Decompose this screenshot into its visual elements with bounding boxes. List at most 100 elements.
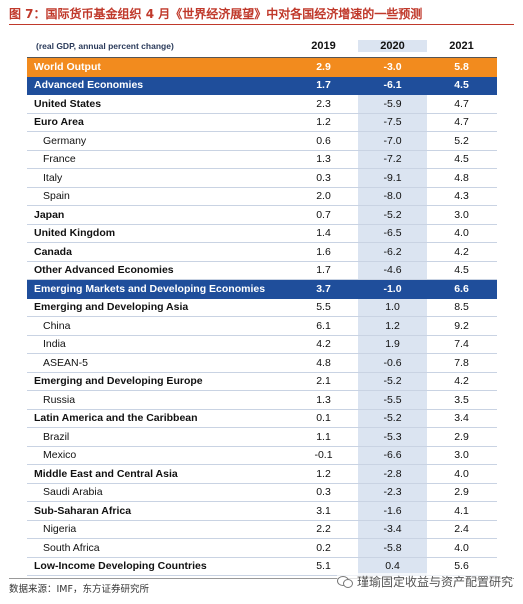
cell-2021: 7.8: [454, 356, 469, 369]
cell-2019: 2.1: [316, 375, 331, 388]
watermark-text: 瑾瑜固定收益与资产配置研究: [356, 575, 513, 589]
cell-2020: -5.5: [358, 391, 427, 409]
cell-2019: 1.3: [316, 393, 331, 406]
row-label: Emerging and Developing Asia: [34, 301, 189, 314]
row-label: Germany: [43, 134, 87, 147]
table-row: France 1.3 -7.2 4.5: [27, 150, 497, 169]
cell-2020: 0.4: [358, 557, 427, 575]
row-label: Nigeria: [43, 523, 77, 536]
row-label: Saudi Arabia: [43, 486, 103, 499]
row-label: Emerging and Developing Europe: [34, 375, 203, 388]
cell-2021: 4.3: [454, 190, 469, 203]
table-row: United States 2.3 -5.9 4.7: [27, 95, 497, 114]
cell-2019: 4.2: [316, 338, 331, 351]
cell-2020: 1.2: [358, 317, 427, 335]
table-row: World Output 2.9 -3.0 5.8: [27, 58, 497, 77]
cell-2019: -0.1: [314, 449, 333, 462]
cell-2019: 0.3: [316, 171, 331, 184]
cell-2019: 1.2: [316, 116, 331, 129]
row-label: ASEAN-5: [43, 356, 88, 369]
table-header: (real GDP, annual percent change) 2019 2…: [27, 35, 497, 58]
table-row: South Africa 0.2 -5.8 4.0: [27, 539, 497, 558]
cell-2021: 5.8: [454, 60, 469, 73]
table-row: Canada 1.6 -6.2 4.2: [27, 243, 497, 262]
cell-2019: 0.2: [316, 541, 331, 554]
cell-2020: -6.5: [358, 224, 427, 242]
table-row: Advanced Economies 1.7 -6.1 4.5: [27, 76, 497, 95]
cell-2019: 4.8: [316, 356, 331, 369]
cell-2021: 5.6: [454, 560, 469, 573]
cell-2021: 4.7: [454, 97, 469, 110]
wechat-icon: [336, 575, 353, 588]
header-year-2021: 2021: [449, 40, 474, 52]
cell-2020: -3.4: [358, 520, 427, 538]
cell-2021: 4.2: [454, 375, 469, 388]
cell-2019: 1.7: [316, 79, 331, 92]
row-label: China: [43, 319, 71, 332]
cell-2020: -5.8: [358, 539, 427, 557]
cell-2019: 1.6: [316, 245, 331, 258]
cell-2020: -5.2: [358, 372, 427, 390]
cell-2019: 2.3: [316, 97, 331, 110]
row-label: Brazil: [43, 430, 70, 443]
cell-2020: -8.0: [358, 187, 427, 205]
cell-2020: -3.0: [358, 58, 427, 76]
cell-2019: 2.9: [316, 60, 331, 73]
cell-2020: -1.0: [358, 280, 427, 298]
cell-2021: 4.1: [454, 504, 469, 517]
table-body: World Output 2.9 -3.0 5.8 Advanced Economies…: [27, 58, 497, 576]
cell-2020: -7.2: [358, 150, 427, 168]
cell-2020: -5.3: [358, 428, 427, 446]
title-divider: [9, 24, 514, 25]
cell-2019: 5.1: [316, 560, 331, 573]
cell-2019: 2.0: [316, 190, 331, 203]
cell-2021: 4.8: [454, 171, 469, 184]
cell-2021: 4.5: [454, 153, 469, 166]
cell-2020: -2.3: [358, 483, 427, 501]
header-units-label: (real GDP, annual percent change): [36, 41, 174, 51]
cell-2019: 3.1: [316, 504, 331, 517]
table-row: Emerging and Developing Asia 5.5 1.0 8.5: [27, 298, 497, 317]
row-label: World Output: [34, 60, 101, 73]
cell-2021: 7.4: [454, 338, 469, 351]
cell-2019: 5.5: [316, 301, 331, 314]
figure-title: 图 7：国际货币基金组织 4 月《世界经济展望》中对各国经济增速的一些预测: [9, 7, 423, 21]
table-row: Latin America and the Caribbean 0.1 -5.2 3.…: [27, 409, 497, 428]
cell-2020: -2.8: [358, 465, 427, 483]
cell-2021: 9.2: [454, 319, 469, 332]
cell-2019: 0.7: [316, 208, 331, 221]
cell-2019: 1.1: [316, 430, 331, 443]
cell-2021: 2.4: [454, 523, 469, 536]
cell-2020: -6.1: [358, 76, 427, 94]
row-label: Sub-Saharan Africa: [34, 504, 132, 517]
cell-2021: 4.0: [454, 467, 469, 480]
cell-2019: 0.1: [316, 412, 331, 425]
table-row: Other Advanced Economies 1.7 -4.6 4.5: [27, 261, 497, 280]
row-label: South Africa: [43, 541, 100, 554]
cell-2021: 6.6: [454, 282, 469, 295]
table-row: Emerging and Developing Europe 2.1 -5.2 4.2: [27, 372, 497, 391]
row-label: Spain: [43, 190, 70, 203]
cell-2020: 1.0: [358, 298, 427, 316]
table-row: Spain 2.0 -8.0 4.3: [27, 187, 497, 206]
row-label: United States: [34, 97, 102, 110]
cell-2021: 3.5: [454, 393, 469, 406]
cell-2021: 5.2: [454, 134, 469, 147]
cell-2021: 4.5: [454, 264, 469, 277]
cell-2021: 4.0: [454, 227, 469, 240]
row-label: Low-Income Developing Countries: [34, 560, 207, 573]
row-label: Emerging Markets and Developing Economie…: [34, 282, 266, 295]
row-label: United Kingdom: [34, 227, 116, 240]
row-label: Canada: [34, 245, 72, 258]
cell-2021: 3.0: [454, 208, 469, 221]
cell-2019: 6.1: [316, 319, 331, 332]
cell-2019: 0.3: [316, 486, 331, 499]
row-label: Mexico: [43, 449, 77, 462]
table-row: ASEAN-5 4.8 -0.6 7.8: [27, 354, 497, 373]
cell-2020: -7.0: [358, 132, 427, 150]
cell-2021: 4.0: [454, 541, 469, 554]
cell-2020: -9.1: [358, 169, 427, 187]
table-row: India 4.2 1.9 7.4: [27, 335, 497, 354]
table-row: Nigeria 2.2 -3.4 2.4: [27, 520, 497, 539]
cell-2019: 2.2: [316, 523, 331, 536]
